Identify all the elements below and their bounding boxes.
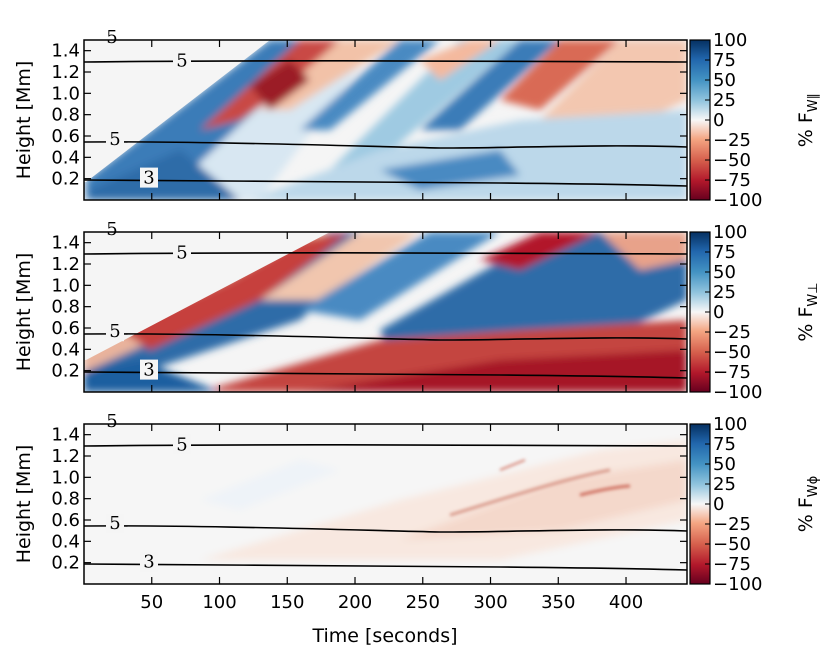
colorbar-tick-label: −75 bbox=[713, 362, 751, 383]
y-axis-title: Height [Mm] bbox=[13, 445, 35, 564]
colorbar-label: % FWϕ bbox=[795, 476, 821, 532]
contour-label-edge: 5 bbox=[106, 219, 117, 240]
contour-label: 5 bbox=[109, 129, 120, 150]
y-tick-label: 1.0 bbox=[51, 467, 80, 488]
y-tick-label: 1.2 bbox=[51, 446, 80, 467]
y-tick-label: 0.4 bbox=[51, 339, 80, 360]
colorbar-tick-label: −75 bbox=[713, 554, 751, 575]
colorbar-tick-label: 50 bbox=[713, 262, 736, 283]
colorbar-tick-label: −100 bbox=[713, 382, 762, 403]
colorbar-tick-label: 100 bbox=[713, 30, 747, 51]
contour-label: 3 bbox=[143, 552, 154, 573]
y-tick-label: 0.6 bbox=[51, 510, 80, 531]
x-tick-label: 150 bbox=[270, 592, 304, 613]
colorbar-tick-label: −100 bbox=[713, 574, 762, 595]
y-axis-title: Height [Mm] bbox=[13, 253, 35, 372]
contour-label: 5 bbox=[109, 321, 120, 342]
x-tick-label: 50 bbox=[140, 592, 163, 613]
colorbar-tick-label: 0 bbox=[713, 302, 724, 323]
contour-label: 5 bbox=[176, 50, 187, 71]
y-tick-label: 1.0 bbox=[51, 83, 80, 104]
colorbar-tick-label: −25 bbox=[713, 514, 751, 535]
contour-label: 5 bbox=[109, 513, 120, 534]
y-tick-label: 0.6 bbox=[51, 126, 80, 147]
contour-lines-phi bbox=[84, 444, 687, 571]
colorbar-tick-label: −75 bbox=[713, 170, 751, 191]
contour-lines-perpendicular bbox=[84, 252, 687, 379]
colorbar-tick-label: −100 bbox=[713, 190, 762, 211]
x-tick-label: 400 bbox=[609, 592, 643, 613]
contour-label-bg bbox=[106, 129, 124, 150]
colorbar-tick-label: −25 bbox=[713, 130, 751, 151]
colorbar-tick-label: 50 bbox=[713, 454, 736, 475]
contour-label-bg bbox=[140, 167, 158, 188]
y-tick-label: 1.0 bbox=[51, 275, 80, 296]
y-tick-label: 0.8 bbox=[51, 489, 80, 510]
colorbar-tick-label: 25 bbox=[713, 90, 736, 111]
y-axis-title: Height [Mm] bbox=[13, 61, 35, 180]
colorbar-tick-label: 100 bbox=[713, 414, 747, 435]
panel-parallel bbox=[83, 39, 688, 201]
contour-label-bg bbox=[140, 551, 158, 572]
contour-lines-parallel bbox=[84, 60, 687, 187]
contour-label: 5 bbox=[176, 242, 187, 263]
y-tick-label: 0.2 bbox=[51, 361, 80, 382]
contour-label-bg bbox=[140, 359, 158, 380]
panel-perpendicular bbox=[83, 231, 688, 393]
contour-label-edge: 5 bbox=[106, 411, 117, 432]
colorbar-tick-label: −25 bbox=[713, 322, 751, 343]
contour-label: 3 bbox=[143, 168, 154, 189]
heatmap-perpendicular bbox=[84, 232, 687, 392]
contour-label-bg bbox=[173, 434, 191, 455]
colorbar-tick-label: 75 bbox=[713, 242, 736, 263]
y-tick-label: 0.4 bbox=[51, 147, 80, 168]
x-tick-label: 300 bbox=[473, 592, 507, 613]
x-tick-label: 250 bbox=[406, 592, 440, 613]
colorbar-label: % FW∥ bbox=[795, 93, 821, 147]
colorbar-tick-label: −50 bbox=[713, 342, 751, 363]
colorbar-tick-label: 25 bbox=[713, 282, 736, 303]
y-tick-label: 1.2 bbox=[51, 62, 80, 83]
heatmap-parallel bbox=[84, 40, 687, 200]
contour-label-edge: 5 bbox=[106, 27, 117, 48]
y-tick-label: 0.2 bbox=[51, 169, 80, 190]
colorbar-tick-label: −50 bbox=[713, 534, 751, 555]
x-tick-label: 100 bbox=[202, 592, 236, 613]
contour-label-bg bbox=[173, 50, 191, 71]
y-tick-label: 0.6 bbox=[51, 318, 80, 339]
colorbar-tick-label: 50 bbox=[713, 70, 736, 91]
y-tick-label: 1.4 bbox=[51, 233, 80, 254]
y-tick-label: 0.2 bbox=[51, 553, 80, 574]
x-tick-label: 350 bbox=[541, 592, 575, 613]
colorbar-tick-label: 75 bbox=[713, 434, 736, 455]
contour-label-bg bbox=[173, 242, 191, 263]
x-axis-title: Time [seconds] bbox=[311, 625, 457, 647]
y-tick-label: 1.4 bbox=[51, 41, 80, 62]
contour-label-bg bbox=[106, 321, 124, 342]
colorbar-label: % FW⊥ bbox=[795, 282, 821, 341]
colorbar-tick-label: 100 bbox=[713, 222, 747, 243]
contour-label-bg bbox=[106, 513, 124, 534]
y-tick-label: 1.4 bbox=[51, 425, 80, 446]
colorbar-tick-label: 25 bbox=[713, 474, 736, 495]
colorbar-tick-label: 75 bbox=[713, 50, 736, 71]
y-tick-label: 0.8 bbox=[51, 297, 80, 318]
colorbar-tick-label: −50 bbox=[713, 150, 751, 171]
colorbar-tick-label: 0 bbox=[713, 110, 724, 131]
x-tick-label: 200 bbox=[338, 592, 372, 613]
contour-label: 3 bbox=[143, 360, 154, 381]
contour-label: 5 bbox=[176, 434, 187, 455]
colorbar-tick-label: 0 bbox=[713, 494, 724, 515]
y-tick-label: 0.4 bbox=[51, 531, 80, 552]
y-tick-label: 0.8 bbox=[51, 105, 80, 126]
y-tick-label: 1.2 bbox=[51, 254, 80, 275]
